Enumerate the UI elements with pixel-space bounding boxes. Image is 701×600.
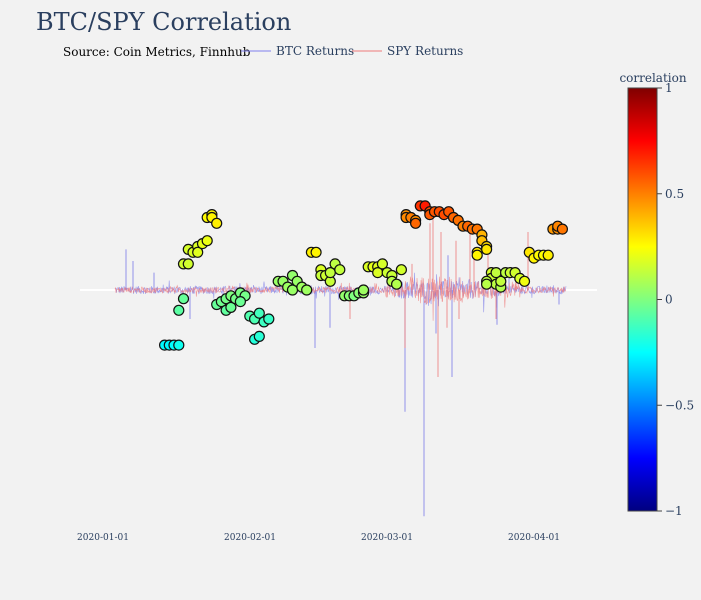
correlation-point — [410, 217, 422, 229]
colorbar-tick-label: 1 — [665, 81, 673, 95]
correlation-point — [182, 258, 194, 270]
correlation-point — [263, 313, 275, 325]
correlation-point — [471, 249, 483, 261]
colorbar-gradient — [627, 87, 658, 512]
correlation-point — [556, 223, 569, 235]
correlation-point — [495, 275, 507, 287]
x-axis: 2020-01-01 2020-02-01 2020-03-01 2020-04… — [77, 533, 560, 543]
correlation-point — [518, 275, 531, 287]
correlation-point — [173, 339, 185, 351]
correlation-point — [391, 278, 403, 290]
legend-label-spy[interactable]: SPY Returns — [387, 44, 463, 58]
correlation-point — [395, 264, 407, 276]
correlation-point — [211, 217, 223, 229]
correlation-point — [376, 258, 388, 270]
colorbar-tick-label: 0.5 — [665, 187, 684, 201]
correlation-point — [177, 293, 190, 305]
correlation-point — [225, 301, 237, 313]
correlation-point — [253, 307, 265, 319]
correlation-point — [301, 284, 313, 296]
x-tick-label: 2020-04-01 — [508, 533, 560, 543]
correlation-point — [481, 243, 493, 255]
correlation-point — [357, 284, 370, 296]
colorbar-title: correlation — [619, 71, 686, 85]
colorbar: correlation 1 0.5 0 −0.5 −1 — [619, 71, 694, 518]
spy-return-line — [114, 276, 566, 321]
correlation-point — [490, 267, 502, 279]
correlation-point — [481, 278, 493, 290]
legend[interactable]: BTC Returns SPY Returns — [241, 44, 463, 58]
chart-title: BTC/SPY Correlation — [36, 8, 291, 36]
source-annotation: Source: Coin Metrics, Finnhub — [63, 45, 251, 59]
correlation-point — [173, 304, 185, 316]
correlation-point — [201, 235, 213, 247]
x-tick-label: 2020-03-01 — [361, 533, 413, 543]
correlation-point — [234, 296, 246, 308]
colorbar-tick-label: −0.5 — [665, 398, 694, 412]
plot-area[interactable] — [80, 200, 597, 517]
x-tick-label: 2020-01-01 — [77, 533, 129, 543]
x-tick-label: 2020-02-01 — [224, 533, 276, 543]
correlation-point — [334, 264, 346, 276]
correlation-point — [310, 246, 322, 258]
correlation-point — [253, 330, 265, 342]
colorbar-tick-label: −1 — [665, 504, 683, 518]
colorbar-tick-label: 0 — [665, 293, 673, 307]
colorbar-ticks: 1 0.5 0 −0.5 −1 — [657, 81, 694, 518]
correlation-point — [542, 249, 554, 261]
legend-label-btc[interactable]: BTC Returns — [276, 44, 354, 58]
correlation-point — [192, 246, 204, 258]
correlation-markers — [159, 200, 569, 351]
